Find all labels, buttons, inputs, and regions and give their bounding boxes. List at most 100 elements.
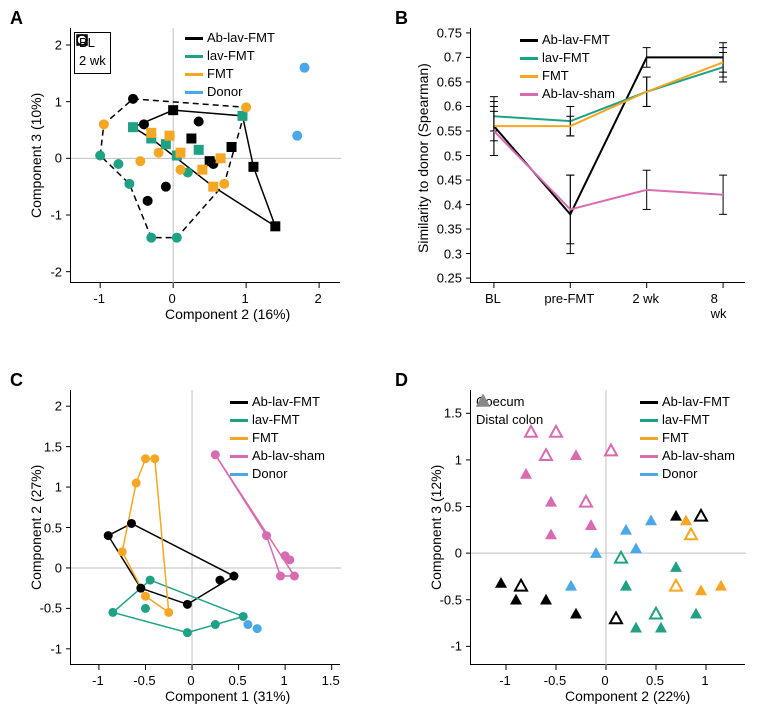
legend-item-Donor: Donor [230,466,325,483]
ytick-label: 0.65 [422,74,462,89]
legend-label: lav-FMT [207,48,255,65]
legend-item-Ab_lav_FMT: Ab-lav-FMT [185,30,275,47]
ytick-label: 0.5 [22,520,62,535]
xtick-label: 2 [314,291,321,306]
legend-swatch [640,401,658,404]
legend-label: FMT [542,68,569,85]
ytick-label: 0.3 [422,246,462,261]
xtick-label: 0.5 [229,673,247,688]
xtick-label: -1 [92,673,104,688]
xtick-label: 0 [601,673,608,688]
legend-label: lav-FMT [542,50,590,67]
legend-swatch [520,39,538,42]
ytick-label: 0.55 [422,123,462,138]
ytick-label: -0.5 [22,601,62,616]
ytick-label: 0.35 [422,222,462,237]
ytick-label: 2 [22,38,62,53]
panel-d-xlabel: Component 2 (22%) [565,688,690,704]
legend-item-Donor: Donor [185,84,275,101]
ytick-label: 2 [22,399,62,414]
panel-b-series-legend: Ab-lav-FMTlav-FMTFMTAb-lav-sham [520,32,615,104]
legend-label: Ab-lav-FMT [207,30,275,47]
legend-item-Ab_lav_sham: Ab-lav-sham [230,448,325,465]
legend-item-FMT: FMT [230,430,325,447]
legend-item-lav_FMT: lav-FMT [640,412,735,429]
legend-item-lav_FMT: lav-FMT [185,48,275,65]
legend-label: Ab-lav-sham [252,448,325,465]
xtick-label: 8 wk [711,291,734,321]
ytick-label: 1 [22,480,62,495]
panel-a: Component 2 (16%) Component 3 (10%) BL 2… [70,28,340,283]
legend-swatch [520,93,538,96]
legend-swatch [185,37,203,40]
shape-legend-distal: Distal colon [476,412,543,429]
legend-item-lav_FMT: lav-FMT [520,50,615,67]
legend-item-Ab_lav_FMT: Ab-lav-FMT [230,394,325,411]
ytick-label: 0.7 [422,50,462,65]
ytick-label: 0.5 [422,148,462,163]
ytick-label: 1 [422,452,462,467]
xtick-label: 1.5 [322,673,340,688]
ytick-label: 1 [22,94,62,109]
panel-d-shape-legend: Coecum Distal colon [476,394,543,430]
shape-legend-distal-label: Distal colon [476,412,543,429]
figure: A Component 2 (16%) Component 3 (10%) BL… [0,0,770,726]
ytick-label: -0.5 [422,592,462,607]
ytick-label: 0.25 [422,271,462,286]
panel-d-label: D [395,370,408,391]
legend-swatch [185,55,203,58]
legend-label: Ab-lav-sham [662,448,735,465]
shape-legend-2wk-label: 2 wk [79,53,106,70]
ytick-label: 0 [422,546,462,561]
xtick-label: 1 [281,673,288,688]
legend-item-lav_FMT: lav-FMT [230,412,325,429]
legend-label: Donor [207,84,242,101]
legend-swatch [185,73,203,76]
ytick-label: 1.5 [422,406,462,421]
legend-item-FMT: FMT [185,66,275,83]
legend-swatch [640,419,658,422]
xtick-label: -1 [499,673,511,688]
legend-label: FMT [252,430,279,447]
ytick-label: 0.4 [422,197,462,212]
panel-c-label: C [10,370,23,391]
legend-label: Donor [662,466,697,483]
panel-d: Component 2 (22%) Component 3 (12%) Coec… [470,390,745,665]
panel-a-series-legend: Ab-lav-FMTlav-FMTFMTDonor [185,30,275,102]
legend-swatch [640,437,658,440]
panel-c-series-legend: Ab-lav-FMTlav-FMTFMTAb-lav-shamDonor [230,394,325,483]
legend-swatch [520,75,538,78]
xtick-label: 0 [187,673,194,688]
legend-label: Ab-lav-FMT [662,394,730,411]
panel-d-series-legend: Ab-lav-FMTlav-FMTFMTAb-lav-shamDonor [640,394,735,483]
ytick-label: -1 [22,641,62,656]
xtick-label: 0.5 [646,673,664,688]
legend-label: Ab-lav-FMT [252,394,320,411]
legend-swatch [230,473,248,476]
ytick-label: 1.5 [22,439,62,454]
panel-c-xlabel: Component 1 (31%) [165,688,290,704]
legend-swatch [640,455,658,458]
legend-item-Ab_lav_sham: Ab-lav-sham [640,448,735,465]
legend-swatch [640,473,658,476]
legend-item-FMT: FMT [640,430,735,447]
legend-item-Donor: Donor [640,466,735,483]
legend-swatch [230,401,248,404]
ytick-label: -2 [22,264,62,279]
legend-swatch [230,419,248,422]
legend-item-Ab_lav_sham: Ab-lav-sham [520,86,615,103]
panel-a-xlabel: Component 2 (16%) [165,306,290,322]
legend-label: FMT [662,430,689,447]
ytick-label: 0.6 [422,99,462,114]
legend-label: Donor [252,466,287,483]
legend-label: Ab-lav-FMT [542,32,610,49]
panel-d-ylabel: Component 3 (12%) [428,465,444,590]
xtick-label: 2 wk [632,291,659,306]
legend-swatch [230,437,248,440]
xtick-label: -0.5 [133,673,155,688]
xtick-label: -0.5 [544,673,566,688]
ytick-label: 0.45 [422,173,462,188]
legend-item-Ab_lav_FMT: Ab-lav-FMT [520,32,615,49]
legend-label: lav-FMT [252,412,300,429]
xtick-label: pre-FMT [544,291,594,306]
